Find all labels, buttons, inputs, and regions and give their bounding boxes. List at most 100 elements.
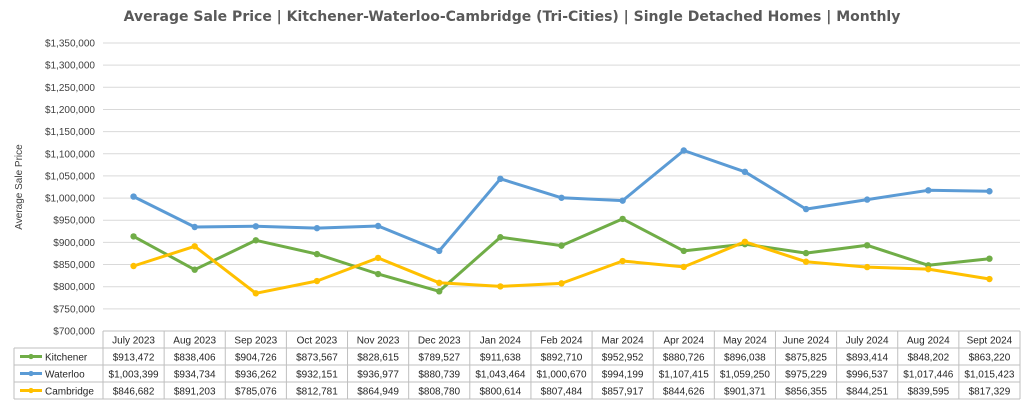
table-value: $844,626 [663,387,705,398]
data-point-cambridge [130,262,137,270]
y-tick-label: $1,050,000 [45,171,95,182]
table-value: $800,614 [480,387,522,398]
data-point-waterloo [802,205,810,213]
data-point-waterloo [374,222,382,230]
series-lines [130,147,993,297]
x-category-label: Sept 2024 [967,336,1013,347]
table-value: $1,043,464 [475,370,525,381]
data-point-kitchener [252,237,260,244]
table-value: $828,615 [357,353,399,364]
data-point-kitchener [313,250,321,258]
table-value: $880,726 [663,353,705,364]
data-table: July 2023 Aug 2023 Sep 2023 Oct 2023 Nov 202… [13,330,1021,400]
table-value: $994,199 [602,370,644,381]
y-tick-label: $1,200,000 [45,105,95,116]
table-value: $789,527 [418,353,460,364]
table-value: $844,251 [846,387,888,398]
data-point-cambridge [680,263,687,271]
data-point-cambridge [313,277,321,285]
table-value: $934,734 [174,370,216,381]
y-axis-ticks: $700,000 $750,000 $800,000 $850,000 $900,000… [45,39,95,338]
legend-marker [28,353,34,360]
data-point-waterloo [130,193,137,200]
x-category-label: Dec 2023 [418,336,461,347]
x-category-label: June 2024 [783,336,830,347]
table-value: $975,229 [785,370,827,381]
y-tick-label: $1,150,000 [45,127,95,138]
data-point-kitchener [558,242,565,249]
y-tick-label: $1,250,000 [45,83,95,94]
data-point-waterloo [191,223,198,231]
table-value: $913,472 [113,353,155,364]
data-point-cambridge [619,257,626,265]
table-value: $893,414 [846,353,888,364]
data-point-waterloo [680,147,687,154]
table-value: $808,780 [418,387,460,398]
data-point-cambridge [558,280,565,287]
y-tick-label: $1,350,000 [45,39,95,50]
data-point-cambridge [191,243,198,250]
legend-marker [28,370,34,377]
x-category-label: Apr 2024 [663,336,704,347]
y-tick-label: $950,000 [53,216,95,227]
table-value: $864,949 [357,387,399,398]
table-value: $856,355 [785,387,827,398]
x-category-label: May 2024 [723,336,767,347]
y-axis-label: Average Sale Price [14,144,25,230]
x-category-label: Sep 2023 [234,336,277,347]
table-value: $846,682 [113,387,155,398]
data-point-cambridge [986,275,993,283]
data-point-kitchener [191,266,198,273]
x-category-label: Mar 2024 [602,336,645,347]
y-tick-label: $900,000 [53,238,95,249]
x-category-label: Feb 2024 [540,336,583,347]
table-value: $838,406 [174,353,216,364]
data-point-kitchener [802,249,810,257]
data-point-kitchener [130,233,137,240]
y-tick-label: $1,100,000 [45,149,95,160]
data-point-kitchener [619,215,626,223]
y-tick-label: $850,000 [53,260,95,271]
table-value: $932,151 [296,370,338,381]
legend-marker [28,387,34,394]
data-point-waterloo [497,175,504,183]
legend-label: Kitchener [45,353,88,364]
data-point-waterloo [558,194,565,201]
data-point-kitchener [436,288,443,295]
y-tick-label: $800,000 [53,282,95,293]
table-value: $873,567 [296,353,338,364]
table-value: $1,017,446 [903,370,953,381]
x-category-label: Aug 2024 [907,336,950,347]
legend-label: Cambridge [45,387,94,398]
x-category-label: Aug 2023 [173,336,216,347]
table-value: $996,537 [846,370,888,381]
table-value: $857,917 [602,387,644,398]
y-tick-label: $1,000,000 [45,194,95,205]
table-value: $807,484 [541,387,583,398]
table-value: $848,202 [907,353,949,364]
data-point-kitchener [374,270,382,278]
x-category-label: Nov 2023 [357,336,400,347]
data-point-waterloo [313,224,321,232]
table-value: $812,781 [296,387,338,398]
data-point-cambridge [252,290,260,297]
table-value: $936,262 [235,370,277,381]
x-category-label: July 2024 [846,336,889,347]
data-point-cambridge [374,254,382,262]
data-point-waterloo [436,247,443,255]
data-point-cambridge [741,238,749,245]
table-value: $785,076 [235,387,277,398]
data-point-cambridge [497,283,504,290]
y-tick-label: $700,000 [53,327,95,338]
data-point-waterloo [863,196,871,203]
table-value: $891,203 [174,387,216,398]
table-value: $896,038 [724,353,766,364]
data-point-kitchener [497,234,504,241]
chart-title: Average Sale Price | Kitchener-Waterloo-… [124,9,901,25]
data-point-cambridge [863,263,871,271]
data-point-kitchener [986,255,993,262]
data-point-waterloo [925,187,932,194]
data-point-waterloo [252,223,260,230]
data-point-cambridge [802,258,810,265]
